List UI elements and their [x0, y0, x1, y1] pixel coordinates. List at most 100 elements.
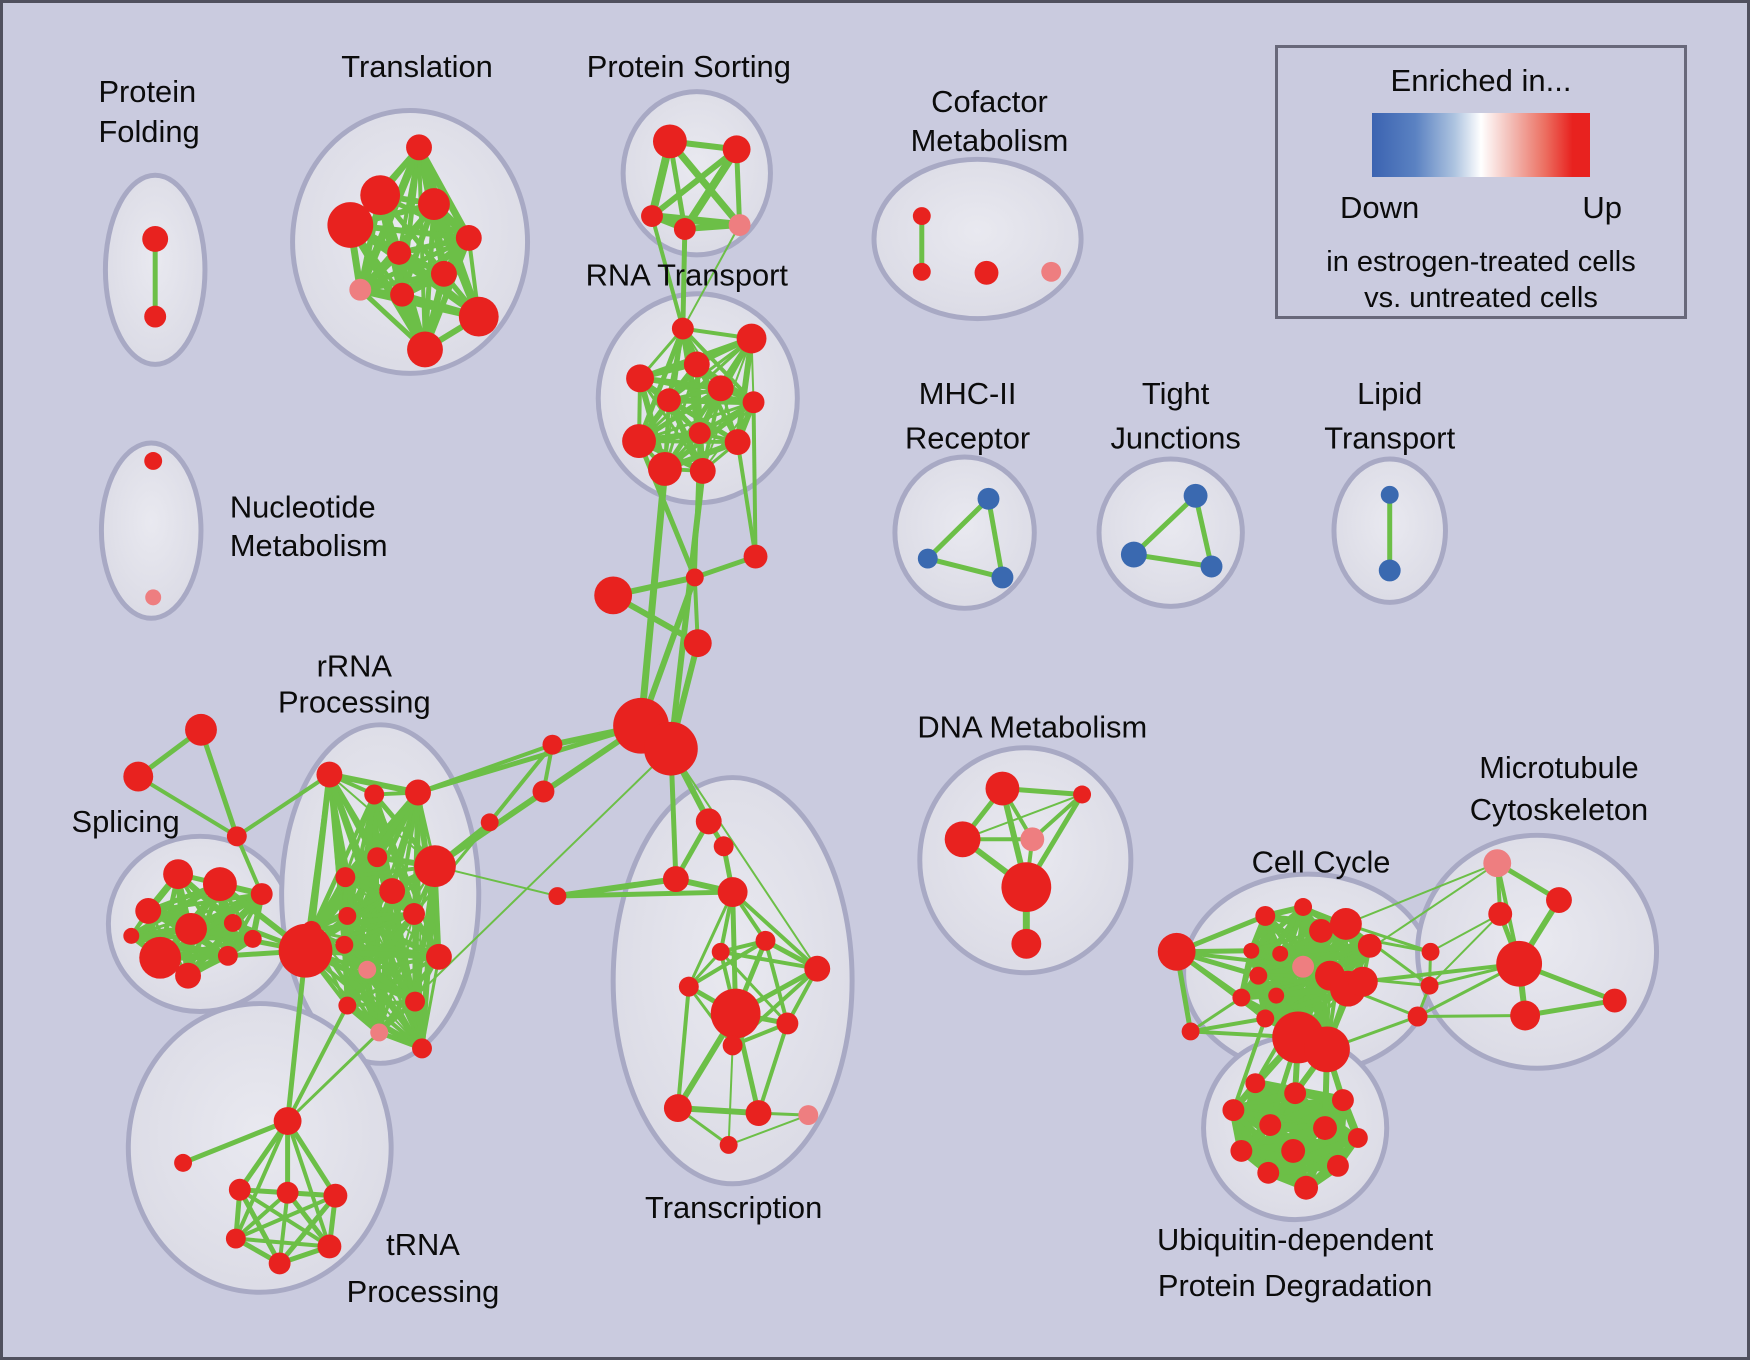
network-edge [731, 890, 819, 971]
network-edge [1176, 949, 1304, 969]
node-trna_processing-5 [225, 1228, 246, 1249]
network-edge [420, 956, 441, 1049]
cluster-label-nucleotide_metabolism-line2: Metabolism [230, 528, 388, 563]
network-edge [557, 889, 733, 899]
node-transcription-2 [662, 866, 689, 893]
network-edge [926, 497, 991, 561]
node-lipid_transport-1 [1378, 559, 1401, 582]
node-transcription-11 [722, 1035, 743, 1056]
node-nucleotide_metabolism-0 [144, 452, 163, 470]
node-cell_cycle-13 [1256, 1009, 1275, 1028]
node-cell_cycle-6 [1272, 945, 1289, 962]
node-dna_metabolism-5 [1011, 928, 1042, 959]
node-transcription-0 [695, 808, 722, 835]
cluster-label-translation-line1: Translation [341, 49, 493, 84]
node-connectors-11 [226, 826, 247, 847]
node-connectors-9 [185, 713, 217, 746]
network-edge [735, 441, 758, 557]
node-rna_transport-8 [724, 429, 751, 455]
legend-caption-line1: in estrogen-treated cells [1326, 246, 1636, 278]
network-edge [751, 402, 758, 557]
node-cofactor_metabolism-3 [1041, 261, 1062, 282]
cluster-label-ubiquitin_degradation-line1: Ubiquitin-dependent [1157, 1222, 1434, 1257]
network-edge [1345, 862, 1498, 925]
node-translation-3 [327, 202, 374, 248]
node-ubiquitin_degradation-1 [1284, 1082, 1307, 1105]
network-edge [1190, 1016, 1266, 1034]
legend-box: Enriched in... Down Up in estrogen-treat… [1275, 45, 1687, 319]
network-canvas: Protein Folding Nucleotide Metabolism Transl… [72, 49, 1660, 1309]
node-translation-0 [406, 134, 432, 161]
node-protein_sorting-3 [673, 218, 696, 240]
node-connectors-10 [123, 761, 154, 792]
node-splicing-1 [202, 867, 237, 902]
network-edge [1231, 1017, 1268, 1111]
node-rrna_processing-10 [358, 960, 377, 979]
network-edge [235, 1236, 330, 1249]
node-ubiquitin_degradation-2 [1331, 1089, 1354, 1112]
node-rrna_processing-8 [403, 903, 425, 925]
network-edge [344, 876, 416, 1003]
legend-title: Enriched in... [1390, 63, 1572, 98]
node-rna_transport-11 [689, 457, 716, 484]
cluster-label-rrna_processing-line1: rRNA [317, 649, 393, 684]
node-translation-7 [349, 278, 372, 301]
cluster-label-nucleotide_metabolism-line1: Nucleotide [230, 489, 376, 524]
network-edge [434, 865, 558, 898]
node-trna_processing-1 [174, 1153, 193, 1172]
node-translation-5 [387, 240, 412, 265]
node-rna_transport-5 [707, 375, 734, 402]
node-splicing-9 [243, 929, 262, 948]
network-edge [137, 774, 238, 839]
node-translation-10 [407, 331, 443, 368]
network-edge [650, 215, 685, 330]
network-edge [277, 1194, 338, 1265]
cluster-label-lipid_transport-line1: Lipid [1357, 376, 1422, 411]
node-cofactor_metabolism-1 [912, 262, 931, 281]
network-edge [668, 337, 753, 402]
node-cell_cycle-1 [1294, 898, 1313, 916]
cluster-ellipse-trna_processing [125, 1001, 394, 1295]
cluster-label-microtubule_cytoskeleton-line1: Microtubule [1479, 750, 1639, 785]
network-edge [129, 881, 222, 939]
node-cell_cycle-12 [1232, 988, 1251, 1007]
node-tight_junctions-2 [1200, 555, 1223, 578]
network-edge [667, 470, 706, 750]
network-edge [285, 950, 308, 1122]
legend-down-label: Down [1340, 190, 1420, 225]
node-transcription-7 [711, 942, 730, 961]
node-protein_sorting-0 [652, 124, 687, 159]
network-edge [680, 228, 688, 329]
network-edge [234, 1120, 290, 1240]
network-edge [378, 913, 415, 1033]
network-edge [687, 891, 734, 988]
network-edge [734, 338, 755, 443]
node-mhc_ii_receptor-0 [977, 487, 1000, 510]
node-rrna_processing-7 [338, 906, 357, 925]
node-rna_transport-4 [656, 388, 681, 413]
node-cell_cycle-5 [1243, 942, 1260, 959]
node-connectors-8 [480, 813, 499, 832]
node-ubiquitin_degradation-7 [1230, 1139, 1253, 1162]
cluster-label-cofactor_metabolism-line1: Cofactor [931, 84, 1048, 119]
node-transcription-9 [710, 988, 761, 1039]
node-transcription-8 [678, 976, 699, 997]
network-edge [1524, 998, 1616, 1018]
network-edge [488, 743, 554, 824]
node-translation-9 [458, 296, 499, 337]
node-connectors-1 [685, 568, 704, 587]
cluster-label-transcription-line1: Transcription [645, 1190, 822, 1225]
node-protein_folding-0 [142, 226, 169, 252]
node-protein_folding-1 [144, 305, 167, 328]
cluster-label-dna_metabolism-line1: DNA Metabolism [917, 709, 1147, 744]
node-cofactor_metabolism-2 [974, 260, 999, 285]
network-edge [638, 400, 755, 443]
cluster-label-tight_junctions-line2: Junctions [1110, 421, 1240, 456]
node-transcription-4 [548, 887, 567, 906]
node-rrna_processing-14 [405, 991, 425, 1012]
node-rrna_processing-16 [278, 923, 333, 978]
node-ubiquitin_degradation-3 [1222, 1099, 1245, 1122]
node-transcription-10 [776, 1012, 799, 1035]
legend-caption-line2: vs. untreated cells [1364, 282, 1598, 314]
node-connectors-5 [644, 721, 698, 776]
